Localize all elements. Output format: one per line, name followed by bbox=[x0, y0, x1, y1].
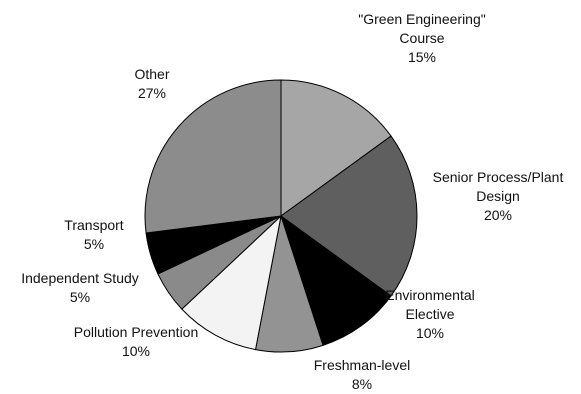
slice-percent-label: 5% bbox=[84, 236, 104, 252]
pie-labels: "Green Engineering" Course 15% Senior Proce… bbox=[21, 11, 563, 392]
slice-category-label: Freshman-level bbox=[314, 357, 410, 373]
slice-percent-label: 8% bbox=[352, 376, 372, 392]
pie-slice bbox=[280, 214, 392, 346]
slice-category-label: "Green Engineering" bbox=[358, 11, 485, 27]
slice-percent-label: 15% bbox=[408, 49, 436, 65]
slice-category-label: Pollution Prevention bbox=[74, 324, 199, 340]
slice-category-label: Senior Process/Plant bbox=[433, 169, 564, 185]
slice-percent-label: 5% bbox=[70, 289, 90, 305]
slice-category-label: Other bbox=[134, 66, 169, 82]
pie-slices bbox=[144, 79, 418, 353]
slice-category-label: Independent Study bbox=[21, 270, 139, 286]
slice-percent-label: 27% bbox=[138, 85, 166, 101]
slice-percent-label: 20% bbox=[484, 207, 512, 223]
slice-category-label: Environmental bbox=[385, 287, 475, 303]
slice-category-label: Design bbox=[476, 188, 520, 204]
slice-category-label: Course bbox=[399, 30, 444, 46]
pie-slice bbox=[280, 79, 392, 217]
slice-percent-label: 10% bbox=[416, 325, 444, 341]
slice-category-label: Elective bbox=[405, 306, 454, 322]
pie-slice bbox=[144, 79, 282, 234]
slice-category-label: Transport bbox=[64, 217, 124, 233]
pie-slice bbox=[181, 214, 282, 351]
pie-slice bbox=[280, 135, 418, 297]
slice-percent-label: 10% bbox=[122, 343, 150, 359]
